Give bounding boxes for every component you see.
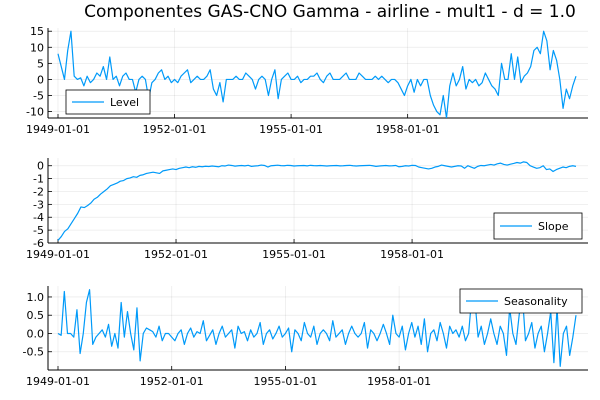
legend: Slope: [493, 212, 583, 240]
x-tick-label: 1952-01-01: [140, 375, 204, 388]
series-line-slope: [57, 161, 577, 241]
x-tick-label: 1952-01-01: [144, 248, 208, 261]
x-tick-label: 1958-01-01: [376, 123, 440, 136]
legend-label: Level: [110, 96, 139, 109]
legend: Seasonality: [459, 288, 583, 314]
y-tick-label: -2: [33, 185, 44, 198]
y-tick-label: -4: [33, 211, 44, 224]
series-line-level: [57, 30, 577, 118]
y-tick-label: 0: [37, 160, 44, 173]
x-tick-label: 1955-01-01: [253, 375, 317, 388]
y-tick-label: -1: [33, 173, 44, 186]
x-tick-label: 1955-01-01: [259, 123, 323, 136]
x-tick-label: 1949-01-01: [26, 123, 90, 136]
legend: Level: [65, 89, 151, 115]
panel-level: -10 -5 0 5 10 15 1949-01-01 1952-01-01 1955-01-0…: [26, 25, 588, 136]
y-tick-label: -5: [33, 90, 44, 103]
legend-label: Seasonality: [504, 295, 568, 308]
x-tick-label: 1958-01-01: [380, 248, 444, 261]
x-tick-label: 1955-01-01: [262, 248, 326, 261]
y-tick-label: 10: [30, 41, 44, 54]
panel-slope: -6-5-4-3-2-10 1949-01-01 1952-01-01 1955-01…: [26, 158, 588, 261]
panel-seasonality: -0.5 0.0 0.5 1.0 1949-01-01 1952-01-01 1955-01…: [23, 286, 588, 388]
y-tick-label: 0: [37, 73, 44, 86]
y-tick-label: -0.5: [23, 346, 44, 359]
y-tick-label: 0.0: [27, 327, 45, 340]
x-tick-label: 1949-01-01: [26, 248, 90, 261]
y-tick-label: -3: [33, 198, 44, 211]
y-tick-label: 0.5: [27, 309, 45, 322]
x-tick-label: 1952-01-01: [143, 123, 207, 136]
series-line-seasonality: [57, 289, 577, 367]
x-tick-label: 1949-01-01: [26, 375, 90, 388]
y-tick-label: 1.0: [27, 291, 45, 304]
y-tick-label: -10: [26, 106, 44, 119]
chart-title: Componentes GAS-CNO Gamma - airline - mu…: [84, 2, 576, 22]
x-tick-label: 1958-01-01: [367, 375, 431, 388]
y-tick-label: -5: [33, 224, 44, 237]
y-tick-label: 15: [30, 25, 44, 38]
y-tick-label: -6: [33, 237, 44, 250]
y-tick-label: 5: [37, 57, 44, 70]
legend-label: Slope: [538, 220, 569, 233]
